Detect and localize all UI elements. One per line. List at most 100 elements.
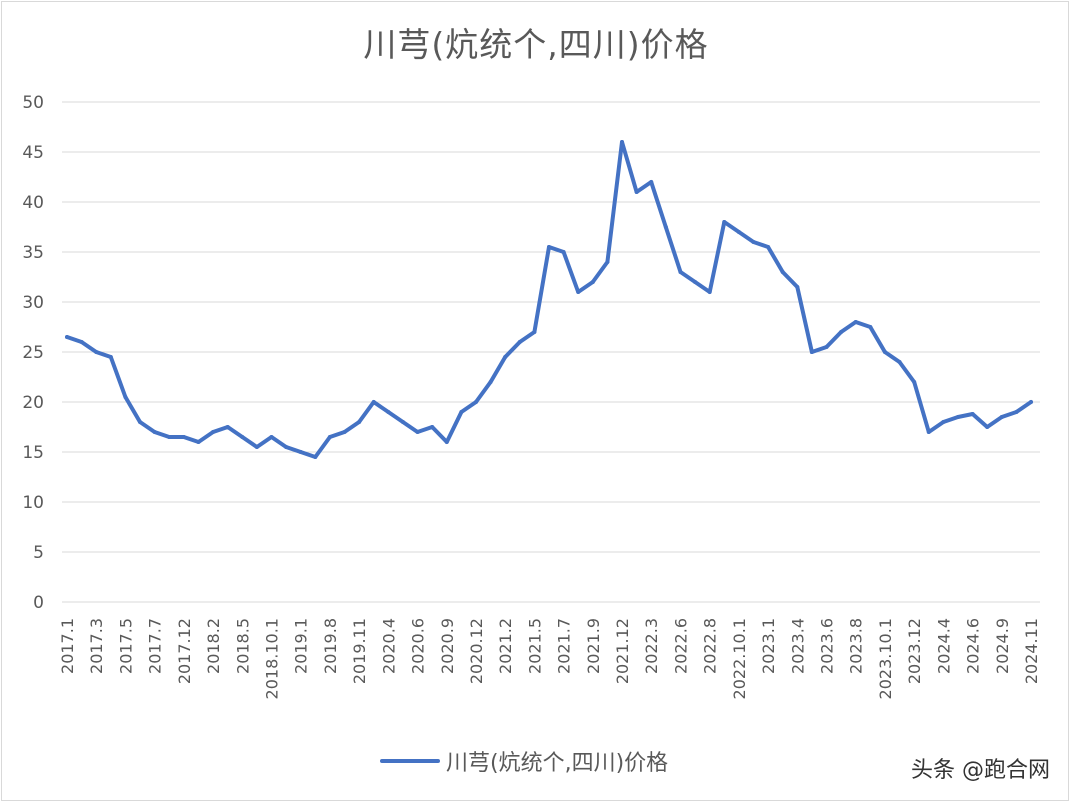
y-tick-label: 35 <box>22 243 44 263</box>
data-point <box>327 435 332 439</box>
x-tick-label: 2017.1 <box>58 618 77 674</box>
data-point <box>415 430 420 434</box>
data-point <box>1029 400 1033 404</box>
x-tick-label: 2021.7 <box>555 618 574 674</box>
data-point <box>298 450 303 454</box>
data-point <box>313 455 318 459</box>
data-point <box>108 355 113 359</box>
x-tick-label: 2017.7 <box>146 618 165 674</box>
x-tick-label: 2023.6 <box>818 618 837 674</box>
gridlines <box>62 101 1040 603</box>
data-point <box>357 420 362 424</box>
x-tick-label: 2021.2 <box>496 618 515 674</box>
y-tick-label: 15 <box>22 443 44 463</box>
y-tick-label: 50 <box>22 93 44 113</box>
data-point <box>955 415 960 419</box>
data-point <box>181 435 186 439</box>
y-tick-label: 25 <box>22 343 44 363</box>
data-point <box>386 410 391 414</box>
data-point <box>167 435 172 439</box>
data-point <box>430 425 435 429</box>
data-point <box>1014 410 1019 414</box>
x-tick-label: 2021.12 <box>613 618 632 684</box>
data-point <box>152 430 157 434</box>
x-tick-label: 2018.5 <box>233 618 252 674</box>
data-point <box>751 240 756 244</box>
data-point <box>941 420 946 424</box>
data-point <box>269 435 274 439</box>
data-point <box>780 270 785 274</box>
data-point <box>94 350 99 354</box>
data-point <box>473 400 478 404</box>
x-tick-label: 2019.1 <box>292 618 311 674</box>
x-tick-label: 2017.5 <box>116 618 135 674</box>
legend-swatch <box>380 759 440 763</box>
data-point <box>225 425 230 429</box>
data-point <box>649 180 654 184</box>
series-line <box>65 140 1033 459</box>
y-tick-label: 45 <box>22 143 44 163</box>
data-point <box>342 430 347 434</box>
x-tick-label: 2019.11 <box>350 618 369 684</box>
data-point <box>138 420 143 424</box>
x-tick-label: 2017.12 <box>175 618 194 684</box>
x-tick-label: 2023.1 <box>759 618 778 674</box>
data-point <box>824 345 829 349</box>
x-tick-label: 2023.8 <box>847 618 866 674</box>
data-point <box>284 445 289 449</box>
x-tick-label: 2023.12 <box>905 618 924 684</box>
legend-label: 川芎(炕统个,四川)价格 <box>446 751 669 776</box>
x-tick-label: 2021.5 <box>525 618 544 674</box>
data-point <box>123 395 128 399</box>
data-point <box>707 290 712 294</box>
x-tick-label: 2024.6 <box>964 618 983 674</box>
x-tick-label: 2024.9 <box>993 618 1012 674</box>
data-point <box>809 350 814 354</box>
data-point <box>839 330 844 334</box>
data-point <box>736 230 741 234</box>
data-point <box>999 415 1004 419</box>
data-point <box>853 320 858 324</box>
x-tick-label: 2020.4 <box>379 618 398 674</box>
data-point <box>912 380 917 384</box>
data-point <box>459 410 464 414</box>
data-point <box>634 190 639 194</box>
legend: 川芎(炕统个,四川)价格 <box>380 746 668 776</box>
data-point <box>400 420 405 424</box>
x-tick-label: 2018.2 <box>204 618 223 674</box>
chart-title: 川芎(炕统个,四川)价格 <box>363 25 709 64</box>
data-point <box>766 245 771 249</box>
x-tick-label: 2023.4 <box>788 618 807 674</box>
x-tick-label: 2022.8 <box>701 618 720 674</box>
x-tick-label: 2020.9 <box>438 618 457 674</box>
data-point <box>970 412 975 416</box>
data-point <box>868 325 873 329</box>
x-tick-label: 2022.3 <box>642 618 661 674</box>
data-point <box>371 400 376 404</box>
watermark: 头条 @跑合网 <box>911 758 1050 783</box>
x-axis-ticks: 2017.1 2017.3 2017.5 2017.7 2017.12 2018.2 201… <box>58 618 1041 699</box>
x-tick-label: 2024.11 <box>1022 618 1041 684</box>
y-tick-label: 0 <box>33 593 44 613</box>
x-tick-label: 2017.3 <box>87 618 106 674</box>
x-tick-label: 2022.6 <box>671 618 690 674</box>
data-point <box>678 270 683 274</box>
y-tick-label: 30 <box>22 293 44 313</box>
data-point <box>795 285 800 289</box>
data-point <box>503 355 508 359</box>
data-point <box>196 440 201 444</box>
data-point <box>561 250 566 254</box>
x-tick-label: 2022.10.1 <box>730 618 749 699</box>
data-point <box>985 425 990 429</box>
x-tick-label: 2021.9 <box>584 618 603 674</box>
data-point <box>79 340 84 344</box>
data-point <box>882 350 887 354</box>
data-point <box>722 220 727 224</box>
data-point <box>547 245 551 249</box>
data-point <box>605 260 610 264</box>
y-tick-label: 20 <box>22 393 44 413</box>
x-tick-label: 2023.10.1 <box>876 618 895 699</box>
y-tick-label: 5 <box>33 543 44 563</box>
data-point <box>488 380 493 384</box>
